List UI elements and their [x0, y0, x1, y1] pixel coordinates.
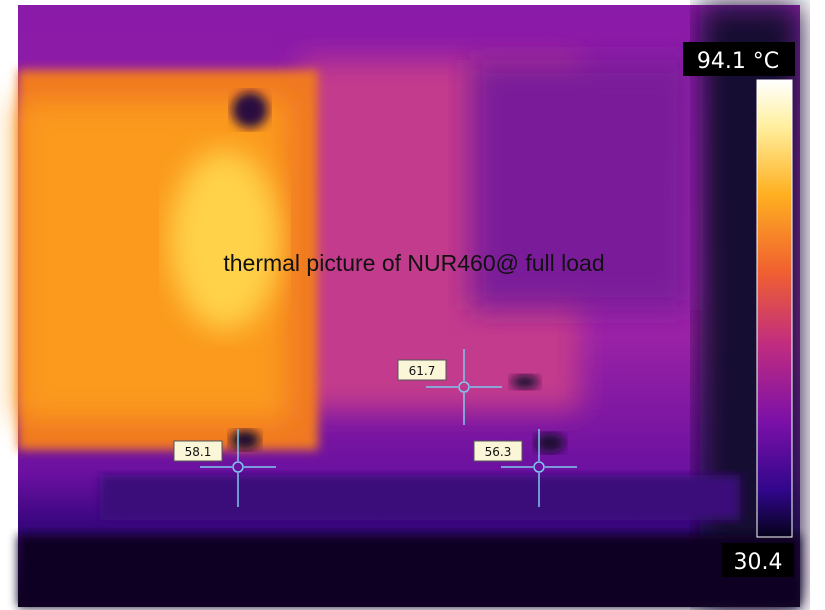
spot-label: 61.7 [409, 364, 436, 378]
scale-min-bg [722, 543, 794, 577]
spot-label: 56.3 [485, 445, 512, 459]
thermal-image [18, 5, 800, 607]
color-scale: 94.1 °C 30.4 [683, 42, 795, 577]
scale-max: 94.1 °C [697, 49, 779, 74]
caption: thermal picture of NUR460@ full load [223, 250, 604, 276]
spot-label: 58.1 [185, 445, 212, 459]
spot-marker: 56.3 [473, 429, 577, 507]
scale-max-bg [683, 42, 795, 76]
spot-marker: 61.7 [397, 349, 502, 425]
color-bar [756, 79, 793, 538]
spot-marker: 58.1 [173, 429, 276, 507]
scale-min: 30.4 [734, 550, 783, 575]
